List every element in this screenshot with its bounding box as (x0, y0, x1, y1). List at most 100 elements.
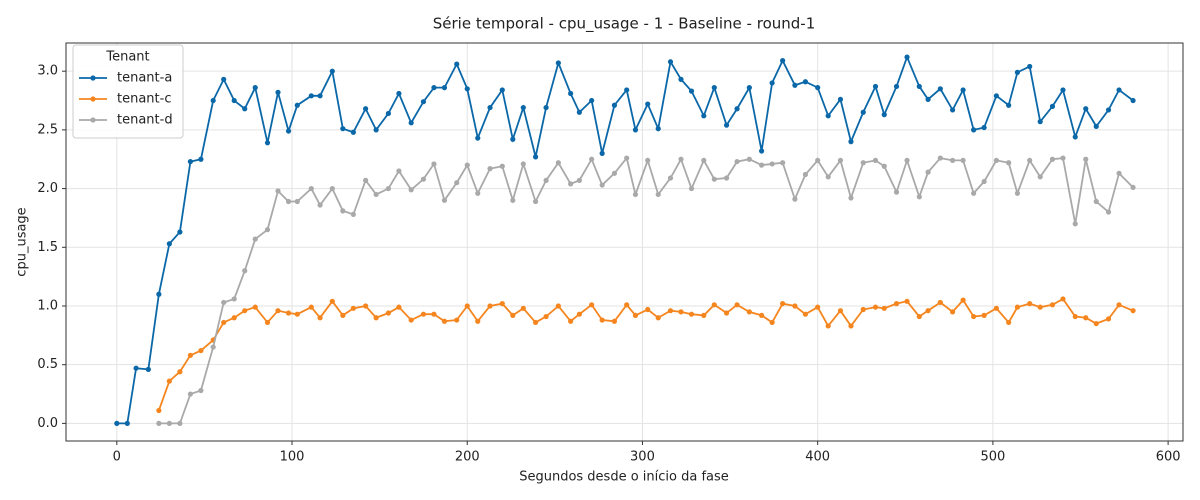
data-point (275, 89, 281, 95)
data-point (611, 102, 618, 108)
data-point (904, 298, 910, 304)
plot-frame (65, 42, 1184, 442)
data-point (555, 303, 561, 309)
data-point (187, 158, 194, 165)
data-point (464, 86, 470, 92)
data-point (1014, 190, 1021, 196)
data-point (385, 185, 391, 192)
data-point (329, 298, 335, 304)
data-point (1093, 320, 1099, 327)
data-point (792, 303, 798, 309)
data-point (543, 177, 549, 183)
data-point (317, 202, 323, 208)
data-point (221, 299, 227, 306)
data-point (759, 148, 765, 154)
x-tick-label: 600 (1156, 450, 1181, 465)
data-point (825, 113, 831, 119)
data-point (252, 85, 258, 91)
data-point (133, 365, 139, 371)
data-point (904, 54, 910, 60)
data-point (1027, 157, 1033, 164)
data-point (1014, 69, 1021, 75)
data-point (285, 310, 292, 316)
data-point (242, 106, 248, 112)
data-point (210, 97, 216, 104)
data-point (145, 366, 151, 372)
data-point (611, 170, 618, 176)
data-point (723, 122, 730, 128)
data-point (981, 178, 987, 185)
data-point (177, 229, 183, 235)
data-point (645, 101, 651, 107)
data-point (408, 120, 414, 126)
data-point (568, 181, 574, 187)
data-point (780, 160, 786, 166)
legend-label: tenant-c (117, 92, 171, 107)
data-point (815, 85, 821, 91)
data-point (993, 157, 999, 164)
data-point (1105, 107, 1112, 113)
data-point (520, 161, 526, 167)
data-point (308, 304, 314, 310)
data-point (487, 303, 493, 309)
data-point (210, 344, 216, 350)
data-point (441, 318, 448, 324)
data-point (1083, 315, 1089, 321)
data-point (363, 177, 369, 183)
data-point (711, 176, 717, 182)
data-point (599, 317, 605, 323)
data-point (624, 155, 630, 161)
data-point (475, 190, 481, 196)
data-point (792, 196, 798, 202)
y-tick-label: 2.0 (37, 181, 58, 196)
data-point (576, 311, 582, 317)
data-point (589, 302, 595, 308)
data-point (363, 106, 369, 112)
data-point (520, 305, 526, 311)
data-point (1060, 155, 1066, 161)
data-point (624, 87, 630, 93)
data-point (872, 83, 879, 90)
data-point (678, 76, 684, 82)
data-point (568, 318, 574, 324)
data-point (893, 301, 900, 307)
data-point (860, 306, 866, 313)
data-point (1014, 304, 1021, 310)
data-point (285, 128, 292, 134)
data-point (275, 188, 281, 194)
x-tick-label: 200 (455, 450, 480, 465)
data-point (701, 157, 707, 164)
data-point (385, 310, 391, 316)
data-point (166, 378, 172, 384)
data-point (1105, 316, 1112, 322)
data-point (937, 299, 943, 306)
data-point (166, 420, 172, 426)
data-point (872, 157, 879, 164)
data-point (746, 156, 752, 162)
data-point (420, 176, 427, 182)
data-point (166, 241, 172, 247)
data-point (576, 109, 582, 115)
data-point (264, 319, 271, 326)
data-point (543, 313, 549, 320)
data-point (1049, 302, 1056, 308)
data-point (264, 227, 271, 233)
y-tick-label: 1.0 (37, 298, 58, 313)
data-point (454, 61, 460, 67)
data-point (1116, 302, 1122, 308)
data-point (294, 198, 300, 205)
data-point (431, 161, 437, 167)
data-point (993, 305, 999, 311)
data-point (198, 156, 204, 162)
data-point (555, 160, 561, 166)
data-point (1027, 63, 1033, 70)
data-point (555, 60, 561, 66)
data-point (285, 198, 292, 205)
data-point (893, 83, 900, 90)
data-point (971, 190, 977, 196)
legend-marker (90, 75, 96, 81)
data-point (848, 139, 854, 145)
data-point (454, 180, 460, 186)
data-point (156, 407, 162, 414)
